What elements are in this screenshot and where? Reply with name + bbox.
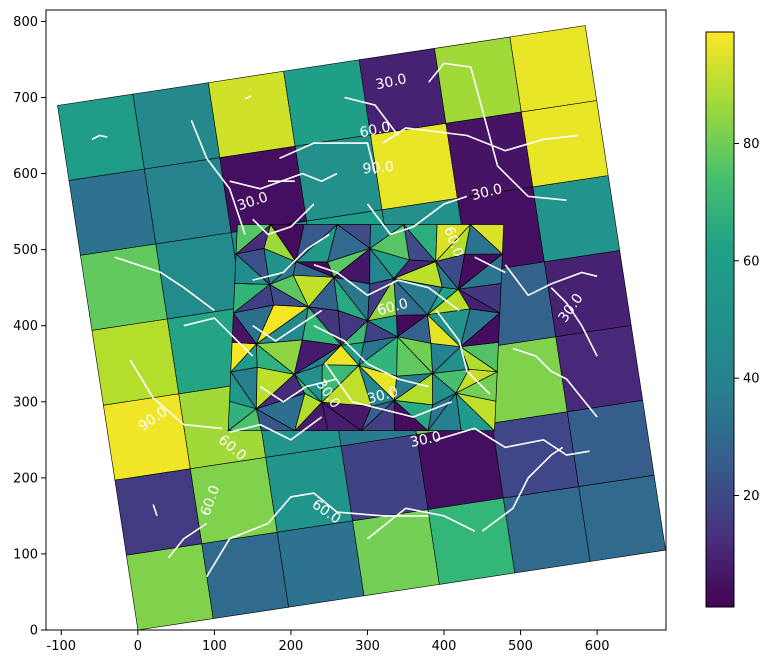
contour-line [229, 172, 338, 190]
heatmap-cell [578, 474, 666, 562]
contour-line [279, 142, 376, 174]
heatmap-cell [352, 509, 440, 597]
contour-line [504, 264, 598, 297]
contour-line [206, 492, 429, 578]
y-tick-label: 200 [13, 471, 38, 486]
y-tick-label: 400 [13, 319, 38, 334]
contour-line [91, 134, 108, 141]
contour-line [428, 62, 567, 201]
x-tick-label: 600 [585, 639, 610, 654]
contour-line [114, 256, 215, 312]
contour-line [167, 522, 208, 559]
contour-line [344, 96, 399, 136]
contour-line [190, 120, 246, 235]
heatmap-cell [207, 70, 296, 158]
contour-label: 30.0 [409, 429, 443, 451]
y-tick-label: 100 [13, 547, 38, 562]
contour-line [244, 95, 252, 100]
heatmap-cell [68, 168, 157, 256]
x-tick-label: -100 [47, 639, 77, 654]
contour-line [481, 446, 564, 532]
contour-line [252, 233, 330, 281]
mesh-triangle [369, 224, 405, 250]
heatmap-cell [532, 175, 621, 263]
heatmap-cell [80, 243, 168, 331]
contour-label: 30.0 [366, 384, 400, 408]
plot-frame [45, 9, 667, 631]
contour-line [550, 287, 598, 357]
heatmap-cell [103, 393, 191, 481]
contour-line [229, 416, 323, 441]
contour-line [129, 359, 223, 430]
colorbar-tick-label: 60 [743, 254, 760, 269]
colorbar-tick-label: 80 [743, 137, 760, 152]
contour-label: 30.0 [374, 71, 408, 93]
y-tick-label: 600 [13, 167, 38, 182]
colorbar-gradient [705, 31, 735, 608]
contour-line [152, 504, 158, 517]
heatmap-cell [57, 93, 145, 181]
x-tick-label: 300 [355, 639, 380, 654]
heatmap-cell [132, 82, 221, 170]
heatmap-cell [276, 520, 365, 608]
colorbar-tick-label: 20 [743, 489, 760, 504]
mesh-triangle [469, 224, 505, 255]
y-axis: 0 100 200 300 400 500 600 700 800 [13, 15, 46, 639]
x-tick-label: 100 [202, 639, 227, 654]
x-tick-label: 500 [508, 639, 533, 654]
contour-line [259, 378, 338, 403]
mesh-triangle [435, 224, 472, 263]
heatmap-cell [91, 318, 180, 406]
y-tick-label: 800 [13, 15, 38, 30]
contour-line [313, 324, 429, 388]
heatmap-cell [520, 100, 609, 188]
heatmap-cell [155, 232, 244, 320]
contour-line [324, 363, 452, 418]
y-tick-label: 500 [13, 243, 38, 258]
contour-line [183, 317, 254, 357]
heatmap-cell [201, 531, 289, 619]
heatmap-cell [427, 497, 516, 585]
contour-line [474, 256, 506, 274]
heatmap-cell [144, 157, 232, 245]
contour-line [382, 127, 579, 152]
contour-line [366, 195, 468, 236]
x-tick-label: 200 [279, 639, 304, 654]
contour-line [435, 310, 491, 395]
heatmap-cell [434, 36, 522, 124]
x-tick-label: 400 [432, 639, 457, 654]
contour-label: 60.0 [358, 119, 392, 141]
contour-line [367, 507, 475, 540]
heatmap-cell [555, 324, 644, 413]
colorbar-tick-label: 40 [743, 372, 760, 387]
colorbar: 20 40 60 80 [705, 31, 760, 608]
contour-line [313, 264, 460, 312]
contour-line [252, 203, 315, 236]
contour-label: 30.0 [470, 181, 504, 204]
contour-label: 90.0 [362, 159, 394, 178]
contour-lines [91, 62, 598, 578]
triangle-mesh [227, 223, 505, 432]
y-tick-label: 0 [30, 624, 38, 639]
heatmap-cell [283, 59, 371, 147]
x-tick-label: 0 [134, 639, 142, 654]
contour-line [252, 309, 323, 342]
x-axis: -100 0 100 200 300 400 500 600 [47, 630, 610, 654]
heatmap-cell [502, 486, 591, 574]
contour-line [512, 347, 598, 418]
y-tick-label: 300 [13, 395, 38, 410]
heatmap-cell [509, 25, 598, 113]
contour-label: 60.0 [376, 296, 410, 320]
heatmap-cell [114, 468, 203, 556]
contour-line [436, 427, 590, 456]
heatmap-cell [566, 399, 655, 487]
y-tick-label: 700 [13, 91, 38, 106]
